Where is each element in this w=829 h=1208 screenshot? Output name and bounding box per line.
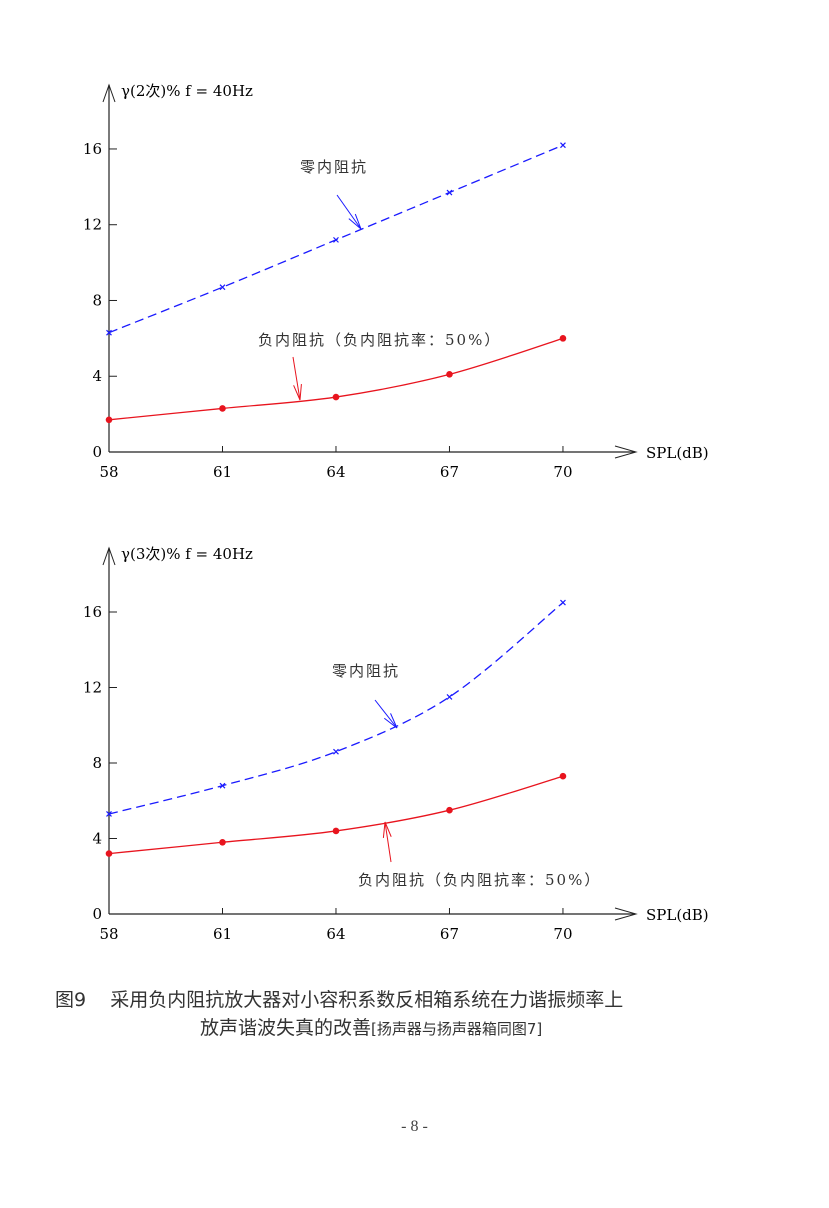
x-tick-label: 61 (213, 925, 232, 943)
x-tick-label: 70 (553, 463, 572, 481)
y-tick-label: 8 (92, 291, 102, 309)
data-point-dot (105, 850, 113, 857)
figure-label: 图9 (55, 989, 87, 1011)
annotation-arrow-line (292, 356, 301, 401)
caption-line2: 放声谐波失真的改善 (200, 1017, 372, 1039)
data-point-dot (332, 827, 340, 835)
x-tick-label: 67 (440, 463, 459, 481)
y-tick-label: 12 (83, 216, 102, 234)
x-axis-label: SPL(dB) (646, 444, 709, 462)
y-tick-label: 0 (92, 905, 102, 923)
data-point-dot (559, 772, 567, 780)
data-point-x-marker (446, 189, 453, 196)
y-axis-arrow-icon (102, 83, 116, 103)
data-point-x-marker (219, 284, 226, 291)
x-axis-arrow-icon (614, 907, 638, 921)
chart-3rd-harmonic: γ(3次)% f = 40Hz SPL(dB) 0 4 8 12 16 58 61 64 67 70 零… (83, 545, 709, 943)
y-tick-label: 16 (83, 603, 102, 621)
caption-line1: 采用负内阻抗放大器对小容积系数反相箱系统在力谐振频率上 (110, 989, 624, 1011)
annotation-arrowhead-icon (293, 384, 302, 401)
series-line-negative-impedance (108, 337, 564, 421)
data-point-x-marker (560, 142, 566, 149)
y-tick-label: 8 (92, 754, 102, 772)
data-point-x-marker (560, 599, 566, 606)
caption-reference: [扬声器与扬声器箱同图7] (371, 1020, 543, 1038)
series-line-zero-impedance (108, 602, 564, 815)
x-tick-label: 67 (440, 925, 459, 943)
y-axis-arrow-icon (102, 546, 116, 566)
chart-2nd-harmonic: γ(2次)% f = 40Hz SPL(dB) 0 4 8 12 16 58 61 64 67 70 零… (83, 82, 709, 481)
series-label: 负内阻抗（负内阻抗率：50%） (258, 331, 501, 349)
x-axis-arrow-icon (614, 445, 638, 459)
data-point-dot (446, 371, 453, 378)
x-tick-label: 70 (553, 925, 572, 943)
series-label: 负内阻抗（负内阻抗率：50%） (358, 871, 601, 889)
data-point-x-marker (106, 329, 112, 336)
series-label: 零内阻抗 (332, 662, 400, 680)
y-tick-label: 16 (83, 140, 102, 158)
x-tick-label: 64 (326, 463, 345, 481)
x-axis-label: SPL(dB) (646, 906, 709, 924)
annotation-arrowhead-icon (382, 821, 392, 838)
data-point-x-marker (446, 694, 453, 700)
data-point-x-marker (219, 782, 226, 789)
y-tick-label: 12 (83, 679, 102, 697)
annotation-arrow-line (336, 194, 362, 230)
data-point-dot (446, 806, 453, 814)
x-tick-label: 64 (326, 925, 345, 943)
page-number: - 8 - (401, 1118, 428, 1135)
data-point-dot (219, 838, 226, 846)
y-tick-label: 0 (92, 443, 102, 461)
data-point-dot (332, 393, 340, 401)
y-tick-label: 4 (92, 367, 102, 385)
data-point-x-marker (106, 811, 112, 817)
x-tick-label: 58 (99, 925, 118, 943)
data-point-dot (559, 335, 567, 342)
x-tick-label: 61 (213, 463, 232, 481)
y-axis-label: γ(3次)% f = 40Hz (121, 545, 253, 563)
y-tick-label: 4 (92, 830, 102, 848)
data-point-x-marker (333, 748, 339, 755)
annotation-arrow-line (374, 699, 398, 729)
data-point-x-marker (333, 236, 339, 243)
y-axis-label: γ(2次)% f = 40Hz (121, 82, 253, 100)
annotation-arrow-line (384, 821, 392, 863)
data-point-dot (105, 416, 113, 424)
series-label: 零内阻抗 (300, 158, 368, 176)
data-point-dot (219, 405, 226, 412)
annotation-arrowhead-icon (348, 213, 362, 230)
series-line-negative-impedance (108, 775, 564, 855)
annotation-arrowhead-icon (384, 713, 398, 729)
x-tick-label: 58 (99, 463, 118, 481)
